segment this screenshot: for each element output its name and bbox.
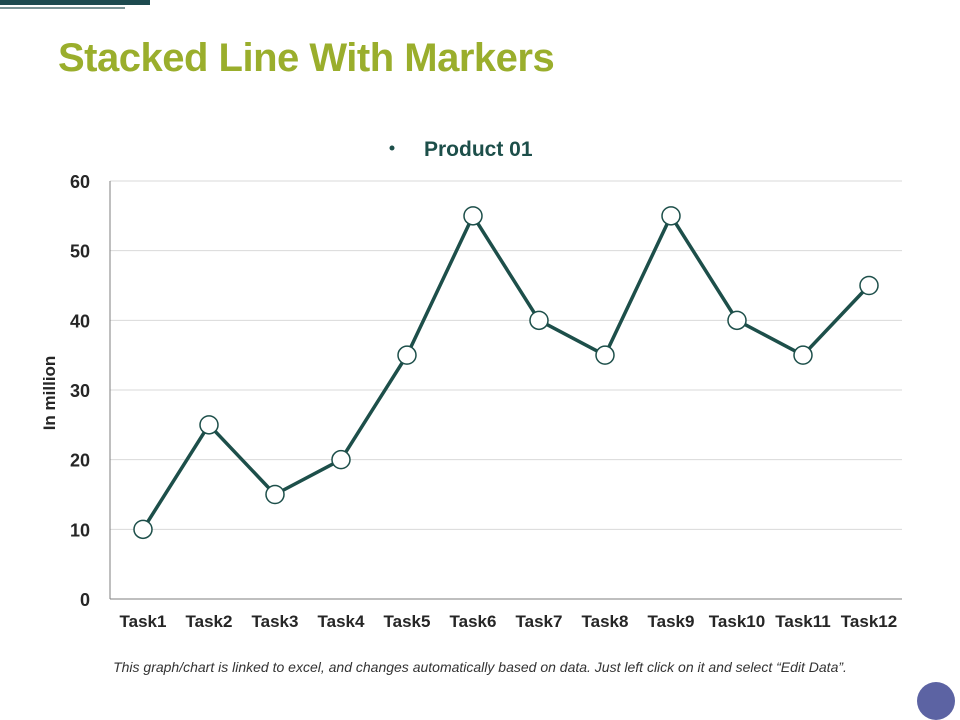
data-point-marker[interactable] [463, 206, 483, 226]
slide-nav-dot[interactable] [917, 682, 955, 720]
y-tick-label: 20 [70, 451, 90, 471]
top-accent-bar [0, 0, 150, 5]
data-point-marker[interactable] [133, 519, 153, 540]
y-tick-label: 40 [70, 311, 90, 331]
data-point-marker[interactable] [595, 345, 615, 365]
x-tick-label: Task3 [252, 612, 299, 631]
x-tick-label: Task11 [775, 612, 830, 631]
legend-bullet [389, 145, 395, 151]
top-accent-line [0, 7, 125, 9]
series-layer [141, 214, 871, 531]
y-tick-label: 10 [70, 520, 90, 540]
x-tick-label: Task6 [450, 612, 497, 631]
y-tick-label: 30 [70, 381, 90, 401]
x-tick-label: Task7 [516, 612, 563, 631]
x-tick-label: Task4 [318, 612, 365, 631]
x-tick-label: Task8 [582, 612, 629, 631]
y-tick-labels: 0 10 20 30 40 50 60 [70, 172, 90, 610]
x-tick-label: Task2 [186, 612, 233, 631]
data-point-marker[interactable] [265, 484, 285, 505]
data-point-marker[interactable] [859, 275, 879, 296]
marker-layer [133, 206, 879, 540]
x-tick-label: Task1 [120, 612, 167, 631]
data-point-marker[interactable] [331, 449, 351, 470]
legend-entry[interactable]: Product 01 [424, 138, 533, 161]
gridlines [110, 180, 902, 530]
y-tick-label: 60 [70, 172, 90, 192]
y-tick-label: 0 [80, 590, 90, 610]
x-tick-label: Task9 [648, 612, 695, 631]
footnote: This graph/chart is linked to excel, and… [113, 659, 847, 675]
x-tick-label: Task5 [384, 612, 431, 631]
x-tick-label: Task12 [841, 612, 897, 631]
data-point-marker[interactable] [199, 415, 219, 435]
data-point-marker[interactable] [529, 310, 549, 331]
data-point-marker[interactable] [793, 345, 813, 365]
x-tick-labels: Task1 Task2 Task3 Task4 Task5 Task6 Task7 Task8… [120, 612, 898, 631]
slide-title: Stacked Line With Markers [58, 36, 555, 80]
data-point-marker[interactable] [727, 310, 747, 331]
y-tick-label: 50 [70, 242, 90, 262]
x-tick-label: Task10 [709, 612, 765, 631]
y-axis-label: In million [40, 356, 59, 431]
axes [109, 181, 902, 600]
data-point-marker[interactable] [397, 345, 417, 365]
legend[interactable]: Product 01 [389, 138, 533, 161]
series-line [141, 214, 871, 531]
data-point-marker[interactable] [661, 206, 681, 226]
